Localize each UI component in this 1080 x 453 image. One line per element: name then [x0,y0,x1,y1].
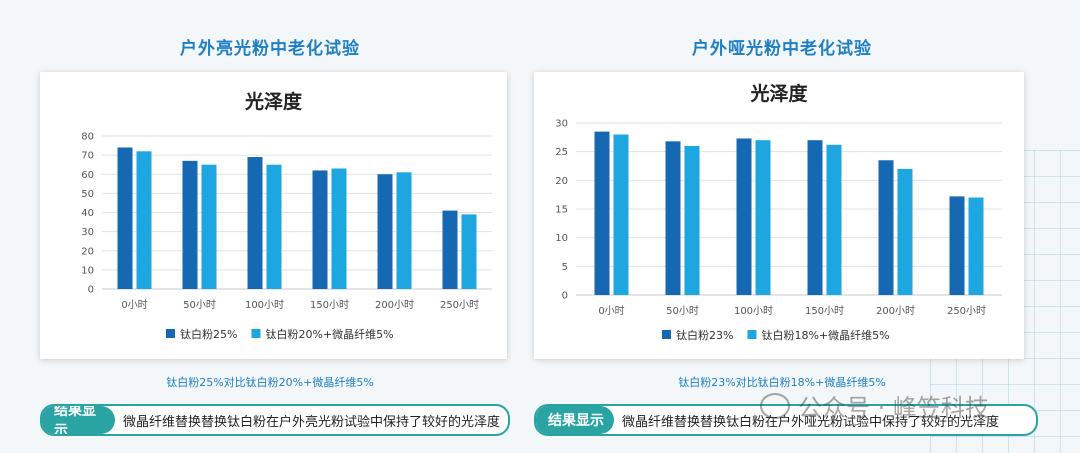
bar [949,196,965,295]
wechat-icon [760,392,790,419]
result-box-left: 结果显示 微晶纤维替换替换钛白粉在户外亮光粉试验中保持了较好的光泽度 [40,404,510,436]
x-tick-label: 50小时 [183,299,216,311]
x-tick-label: 100小时 [245,299,284,311]
y-tick-label: 0 [562,291,568,302]
bar [201,164,217,289]
y-tick-label: 25 [555,147,568,158]
result-tag-right: 结果显示 [536,406,614,434]
bar [396,172,412,289]
y-tick-label: 20 [555,176,568,187]
x-tick-label: 150小时 [310,299,349,311]
x-tick-label: 150小时 [805,305,844,317]
y-tick-label: 0 [88,285,94,296]
y-tick-label: 20 [81,246,94,257]
bar [182,160,198,289]
bar [807,140,823,295]
legend-swatch [251,329,261,338]
bar [968,197,984,295]
bar [665,141,681,295]
legend-swatch [166,329,175,338]
bar [442,210,458,289]
gloss-chart-right: 光泽度 0 5 10 15 20 25 30 0小时 50小时 100小时 150小时 200小时 250… [555,82,1002,342]
y-tick-label: 10 [81,265,94,276]
y-tick-label: 60 [81,170,94,181]
y-tick-label: 10 [555,233,568,244]
caption-left: 钛白粉25%对比钛白粉20%+微晶纤维5% [166,376,374,389]
x-tick-label: 200小时 [876,305,915,317]
legend-label: 钛白粉20%+微晶纤维5% [265,327,393,341]
x-tick-label: 0小时 [121,299,147,311]
y-tick-label: 5 [562,262,568,273]
bar [684,145,700,295]
x-tick-label: 250小时 [440,299,479,311]
bar [897,168,913,295]
chart-title: 光泽度 [244,90,303,113]
chart-card-left: 光泽度 0 10 20 30 40 50 60 70 80 0小时 50小时 100小时 150小时 200… [40,72,507,359]
section-title-right: 户外哑光粉中老化试验 [692,39,872,59]
bar [312,170,328,289]
x-tick-label: 250小时 [947,305,986,317]
bar [755,140,771,295]
legend-label: 钛白粉18%+微晶纤维5% [761,328,889,342]
y-tick-label: 30 [81,227,94,238]
bar [247,157,263,289]
bar [613,134,629,295]
x-tick-label: 50小时 [666,305,699,317]
bar [736,138,752,295]
x-tick-label: 0小时 [598,305,624,317]
bar [136,151,152,289]
result-text-left: 微晶纤维替换替换钛白粉在户外亮光粉试验中保持了较好的光泽度 [122,414,500,430]
bar [117,147,133,289]
bar [594,131,610,295]
y-tick-label: 50 [81,189,94,200]
result-tag-left: 结果显示 [42,406,115,434]
y-tick-label: 30 [555,119,568,130]
legend-label: 钛白粉23% [676,328,733,342]
watermark: 公众号 · 峰笠科技 [760,388,989,423]
x-tick-label: 100小时 [734,305,773,317]
legend-label: 钛白粉25% [180,327,237,341]
bar [331,168,347,289]
x-tick-label: 200小时 [375,299,414,311]
chart-title: 光泽度 [749,82,808,105]
y-tick-label: 15 [555,205,568,216]
section-title-left: 户外亮光粉中老化试验 [180,39,360,59]
y-tick-label: 80 [81,132,94,143]
bar [878,160,894,295]
y-tick-label: 70 [81,151,94,162]
watermark-text: 公众号 · 峰笠科技 [798,394,989,422]
bar [461,214,477,289]
legend-swatch [747,330,757,339]
gloss-chart-left: 光泽度 0 10 20 30 40 50 60 70 80 0小时 50小时 100小时 150小时 200… [81,90,492,341]
legend-swatch [662,330,671,339]
y-tick-label: 40 [81,208,94,219]
result-box-right: 结果显示 微晶纤维替换替换钛白粉在户外哑光粉试验中保持了较好的光泽度 [534,404,1038,436]
result-text-right: 微晶纤维替换替换钛白粉在户外哑光粉试验中保持了较好的光泽度 [622,414,1000,430]
bar [377,174,393,289]
caption-right: 钛白粉23%对比钛白粉18%+微晶纤维5% [678,376,886,389]
chart-card-right: 光泽度 0 5 10 15 20 25 30 0小时 50小时 100小时 150小时 200小时 250… [534,72,1024,359]
bar [826,144,842,295]
bar [266,164,282,289]
